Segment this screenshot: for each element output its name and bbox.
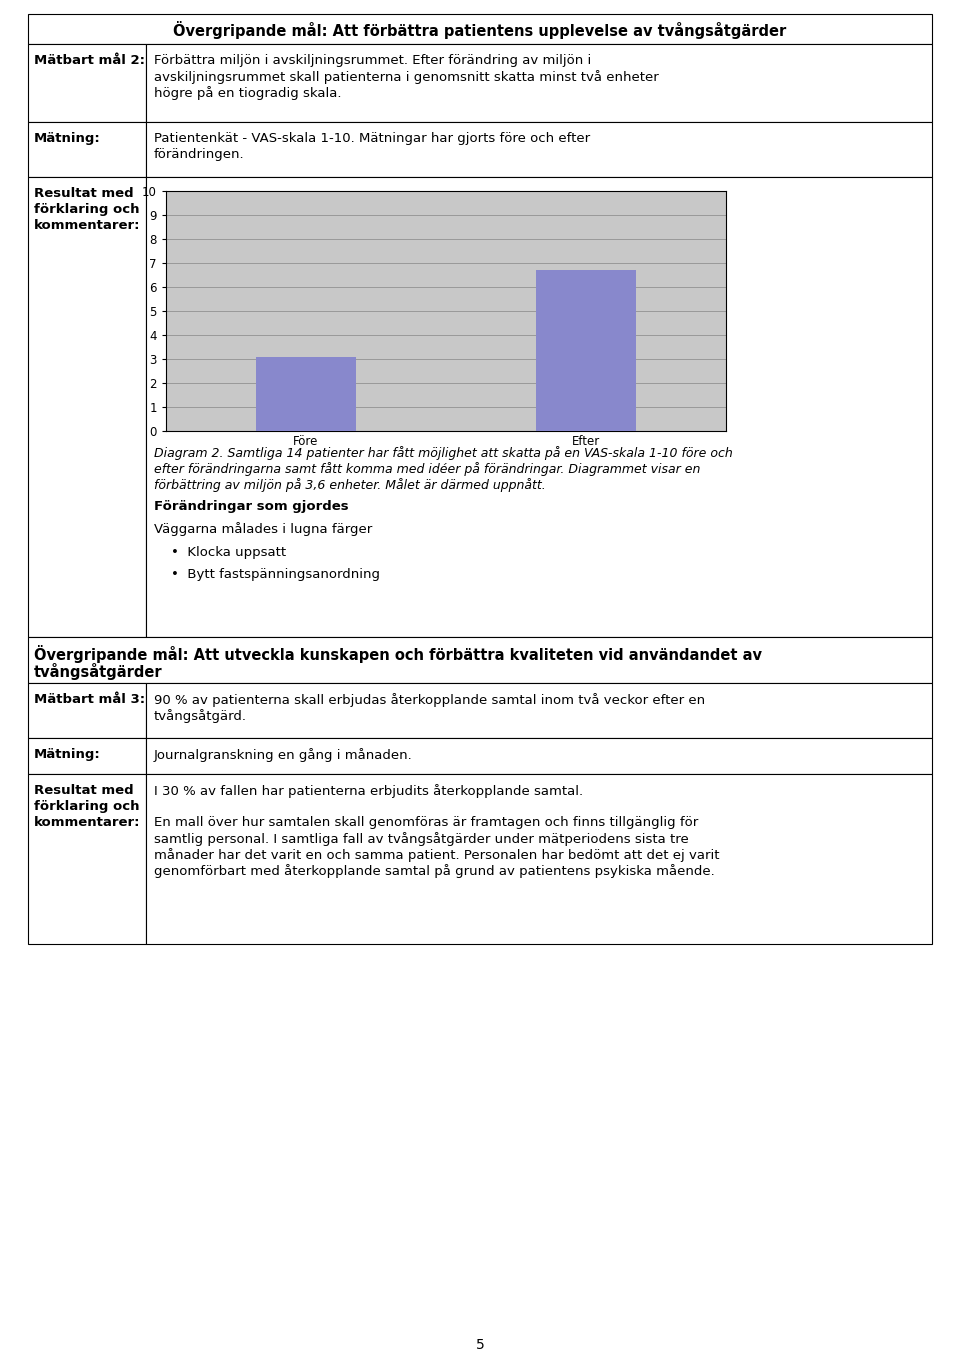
Text: Övergripande mål: Att förbättra patientens upplevelse av tvångsåtgärder: Övergripande mål: Att förbättra patiente… (174, 20, 786, 39)
Bar (28, 14, 932, 43)
Text: kommentarer:: kommentarer: (34, 816, 140, 828)
Text: avskiljningsrummet skall patienterna i genomsnitt skatta minst två enheter: avskiljningsrummet skall patienterna i g… (154, 71, 659, 84)
Bar (536, 270, 636, 430)
Text: förbättring av miljön på 3,6 enheter. Målet är därmed uppnått.: förbättring av miljön på 3,6 enheter. Må… (154, 478, 545, 492)
Text: Diagram 2. Samtliga 14 patienter har fått möjlighet att skatta på en VAS-skala 1: Diagram 2. Samtliga 14 patienter har fåt… (154, 445, 732, 460)
Bar (28, 737, 146, 774)
Text: tvångsåtgärd.: tvångsåtgärd. (154, 709, 247, 722)
Text: Förändringar som gjordes: Förändringar som gjordes (154, 500, 348, 513)
Text: genomförbart med återkopplande samtal på grund av patientens psykiska mående.: genomförbart med återkopplande samtal på… (154, 864, 715, 879)
Text: 5: 5 (475, 1338, 485, 1353)
Text: Väggarna målades i lugna färger: Väggarna målades i lugna färger (154, 521, 372, 536)
Bar (146, 737, 932, 774)
Text: efter förändringarna samt fått komma med idéer på förändringar. Diagrammet visar: efter förändringarna samt fått komma med… (154, 462, 701, 475)
Text: samtlig personal. I samtliga fall av tvångsåtgärder under mätperiodens sista tre: samtlig personal. I samtliga fall av två… (154, 832, 688, 846)
Bar (28, 177, 146, 637)
Text: Patientenkät - VAS-skala 1-10. Mätningar har gjorts före och efter: Patientenkät - VAS-skala 1-10. Mätningar… (154, 132, 590, 145)
Text: Resultat med: Resultat med (34, 784, 133, 797)
Text: En mall över hur samtalen skall genomföras är framtagen och finns tillgänglig fö: En mall över hur samtalen skall genomför… (154, 816, 698, 828)
Text: I 30 % av fallen har patienterna erbjudits återkopplande samtal.: I 30 % av fallen har patienterna erbjudi… (154, 784, 583, 799)
Text: 90 % av patienterna skall erbjudas återkopplande samtal inom två veckor efter en: 90 % av patienterna skall erbjudas återk… (154, 693, 706, 708)
Bar (28, 122, 146, 177)
Text: •  Bytt fastspänningsanordning: • Bytt fastspänningsanordning (171, 568, 380, 581)
Text: tvångsåtgärder: tvångsåtgärder (34, 663, 162, 680)
Text: förklaring och: förklaring och (34, 202, 139, 216)
Text: •  Klocka uppsatt: • Klocka uppsatt (171, 546, 286, 559)
Bar (146, 683, 932, 737)
Text: Mätning:: Mätning: (34, 748, 101, 760)
Text: Övergripande mål: Att utveckla kunskapen och förbättra kvaliteten vid användande: Övergripande mål: Att utveckla kunskapen… (34, 645, 762, 663)
Text: förklaring och: förklaring och (34, 800, 139, 813)
Text: Resultat med: Resultat med (34, 187, 133, 200)
Text: Journalgranskning en gång i månaden.: Journalgranskning en gång i månaden. (154, 748, 413, 762)
Text: Mätbart mål 2:: Mätbart mål 2: (34, 54, 145, 67)
Text: förändringen.: förändringen. (154, 148, 245, 162)
Text: månader har det varit en och samma patient. Personalen har bedömt att det ej var: månader har det varit en och samma patie… (154, 847, 719, 862)
Bar (28, 43, 146, 122)
Text: Förbättra miljön i avskiljningsrummet. Efter förändring av miljön i: Förbättra miljön i avskiljningsrummet. E… (154, 54, 591, 67)
Bar (146, 774, 932, 944)
Bar (146, 43, 932, 122)
Bar (146, 177, 932, 637)
Bar (146, 122, 932, 177)
Text: Mätning:: Mätning: (34, 132, 101, 145)
Text: högre på en tiogradig skala.: högre på en tiogradig skala. (154, 86, 342, 100)
Bar (28, 774, 146, 944)
Bar (28, 637, 932, 683)
Text: Mätbart mål 3:: Mätbart mål 3: (34, 693, 145, 706)
Bar (255, 357, 356, 430)
Bar (28, 683, 146, 737)
Text: kommentarer:: kommentarer: (34, 219, 140, 232)
